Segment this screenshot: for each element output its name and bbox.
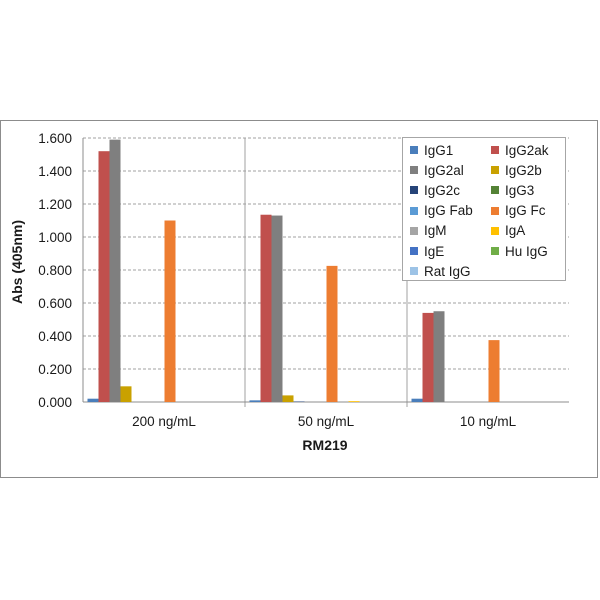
bar-igg2ak	[422, 312, 434, 402]
legend-swatch	[491, 247, 499, 255]
legend-swatch	[410, 166, 418, 175]
legend-item: Rat IgG	[410, 262, 471, 280]
legend-label: IgG Fab	[424, 203, 473, 219]
tick-labels: 0.000 0.200 0.400 0.600 0.800 1.000 1.200 1.400…	[38, 131, 516, 429]
legend-swatch	[491, 226, 499, 235]
y-tick-label: 0.800	[38, 263, 72, 278]
legend-label: IgG2al	[424, 162, 464, 178]
legend-item: IgG Fc	[491, 202, 546, 220]
legend-item: Hu IgG	[491, 242, 548, 260]
legend-label: Rat IgG	[424, 263, 471, 279]
x-axis-title: RM219	[302, 437, 347, 453]
legend-label: IgA	[505, 223, 526, 239]
bar-igg-fc	[326, 265, 338, 402]
y-tick-label: 1.400	[38, 164, 72, 179]
bar-igg2b	[120, 386, 132, 402]
legend-swatch	[410, 206, 418, 215]
legend-label: IgG2ak	[505, 142, 549, 158]
x-tick-label: 200 ng/mL	[132, 414, 196, 429]
legend-label: IgG2b	[505, 162, 542, 178]
bar-igg1	[411, 398, 423, 402]
legend-item: IgG2ak	[491, 141, 549, 159]
y-tick-label: 0.000	[38, 395, 72, 410]
legend-item: IgG Fab	[410, 202, 473, 220]
legend-swatch	[491, 166, 499, 175]
bar-igg2ak	[260, 214, 272, 402]
legend-label: IgM	[424, 223, 447, 239]
legend-label: IgG2c	[424, 182, 461, 198]
bar-igg2al	[433, 311, 445, 402]
legend-swatch	[410, 267, 418, 276]
x-tick-label: 10 ng/mL	[460, 414, 517, 429]
legend-swatch	[491, 146, 499, 154]
legend-label: IgG1	[424, 142, 454, 158]
legend-label: Hu IgG	[505, 243, 548, 259]
legend-item: IgG1	[410, 141, 453, 159]
legend-swatch	[410, 226, 418, 235]
x-tick-label: 50 ng/mL	[298, 414, 355, 429]
legend-item: IgG2c	[410, 181, 460, 199]
legend-swatch	[491, 206, 499, 215]
legend-swatch	[410, 146, 418, 154]
y-tick-label: 1.600	[38, 131, 72, 146]
bar-igg-fc	[164, 220, 176, 402]
legend-swatch	[491, 186, 499, 195]
legend-swatch	[410, 247, 418, 255]
y-tick-label: 1.200	[38, 197, 72, 212]
bar-igg2b	[282, 395, 294, 402]
bars	[87, 139, 500, 402]
bar-igg1	[87, 398, 99, 402]
bar-igg-fc	[488, 340, 500, 402]
y-axis-title: Abs (405nm)	[9, 220, 25, 304]
legend-label: IgE	[424, 243, 445, 259]
bar-igg2al	[109, 139, 121, 402]
bar-igg2ak	[98, 151, 110, 402]
bar-iga	[348, 401, 360, 402]
legend-item: IgG2b	[491, 161, 542, 179]
y-tick-label: 0.400	[38, 329, 72, 344]
legend-item: IgG3	[491, 181, 534, 199]
y-tick-label: 0.600	[38, 296, 72, 311]
legend-label: IgG3	[505, 182, 535, 198]
legend-swatch	[410, 186, 418, 195]
y-tick-label: 0.200	[38, 362, 72, 377]
legend-item: IgM	[410, 222, 447, 240]
legend-item: IgA	[491, 222, 525, 240]
chart-legend: IgG1 IgG2ak IgG2al IgG2b IgG2c IgG3 IgG Fab IgG…	[402, 137, 566, 281]
bar-igg1	[249, 400, 261, 402]
y-tick-label: 1.000	[38, 230, 72, 245]
legend-item: IgG2al	[410, 161, 464, 179]
bar-igg2al	[271, 215, 283, 402]
legend-item: IgE	[410, 242, 444, 260]
legend-label: IgG Fc	[505, 203, 546, 219]
